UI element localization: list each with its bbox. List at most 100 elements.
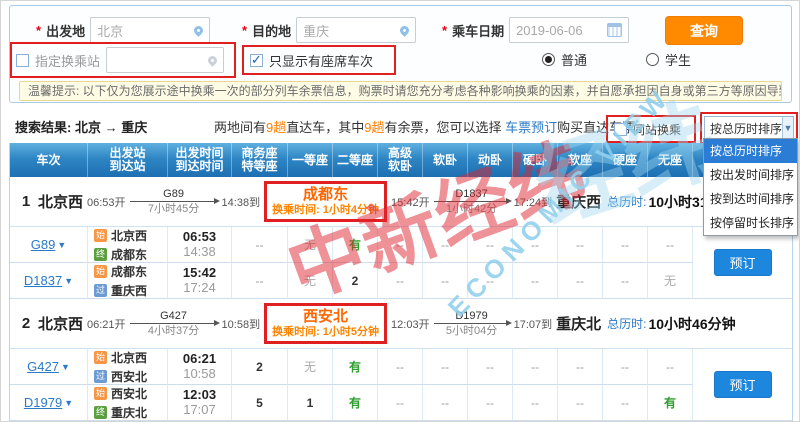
col-business: 商务座 特等座 [232,143,288,177]
leg2-depart-time: 12:03开 [391,318,430,331]
seat-cell: -- [648,227,693,263]
col-hard-sleeper: 硬卧 [513,143,558,177]
leg2-diagram: D1979 5小时04分 [433,310,512,337]
col-soft-seat: 软座 [558,143,603,177]
leg2-depart-time: 15:42开 [391,196,430,209]
total-duration-label: 总历时: [607,195,647,209]
col-times: 出发时间 到达时间 [168,143,232,177]
normal-radio-label: 普通 [561,53,588,68]
total-duration-value: 10小时46分钟 [648,315,736,332]
seat-cell: 无 [288,349,333,385]
train-link[interactable]: G427 [27,359,59,374]
seat-cell: 1 [288,385,333,421]
seat-cell: -- [468,227,513,263]
seat-cell: -- [468,263,513,299]
route-to: 重庆 [121,120,148,135]
transfer-station-input[interactable] [106,47,225,73]
from-station: 北京西 [111,228,148,243]
from-station: 北京西 [111,350,148,365]
chevron-down-icon[interactable]: ▼ [60,361,70,372]
required-asterisk: * [36,22,42,38]
ticket-booking-link[interactable]: 车票预订 [505,120,558,135]
route-from: 北京 [74,120,101,135]
available-train-count: 9趟 [364,120,385,135]
chevron-down-icon[interactable]: ▼ [57,239,67,250]
transfer-station-checkbox[interactable] [16,53,29,67]
ticket-type-student: 学生 [646,50,691,69]
seat-cell: -- [423,263,468,299]
times-cell: 06:21 10:58 [168,349,232,385]
seat-cell: -- [232,227,288,263]
train-link[interactable]: G89 [30,237,56,252]
departure-input[interactable]: 北京 [90,17,211,43]
sort-option[interactable]: 按停留时长排序 [710,216,795,230]
calendar-icon [607,23,623,37]
sort-select[interactable]: 按总历时排序 ▼ [704,116,794,140]
seat-cell: 2 [333,263,378,299]
leg2-duration: 5小时04分 [445,325,498,337]
destination-input[interactable]: 重庆 [296,17,417,43]
seat-cell: -- [378,349,423,385]
train-link[interactable]: D1837 [23,273,63,288]
chevron-down-icon[interactable]: ▼ [64,397,74,408]
from-station: 西安北 [111,386,148,401]
seat-cell: 无 [288,227,333,263]
pass-badge-icon: 过 [94,283,107,297]
leg1-arrive-time: 14:38到 [221,196,261,209]
train-link-cell: G89 ▼ [10,227,88,263]
date-field-group: * 乘车日期 2019-06-06 [442,17,630,43]
seat-cell: -- [603,263,648,299]
col-deluxe-sleeper: 高级 软卧 [378,143,423,177]
seat-cell: -- [513,263,558,299]
book-cell: 预订 [693,349,792,421]
train-link-cell: D1979 ▼ [10,385,88,421]
sort-option[interactable]: 按出发时间排序 [710,168,795,182]
arrive-time: 17:07 [183,402,216,417]
origin-badge-icon: 始 [94,350,107,364]
times-cell: 06:53 14:38 [168,227,232,263]
student-radio[interactable] [646,53,659,66]
train-link[interactable]: D1979 [23,395,63,410]
ticket-type-normal: 普通 [542,50,587,69]
chevron-down-icon[interactable]: ▼ [64,275,74,286]
arrive-time: 14:38 [183,244,216,259]
journey-summary-row: 1 北京西 06:53开 G89 7小时45分 14:38到 成都东 换乘时间:… [10,177,792,227]
seat-cell: -- [378,385,423,421]
book-button[interactable]: 预订 [713,249,772,276]
sort-option[interactable]: 按总历时排序 [704,139,797,163]
origin-badge-icon: 始 [94,228,107,242]
transfer-station-name: 成都东 [303,186,349,203]
seat-cell: 有 [333,385,378,421]
book-cell: 预订 [693,227,792,299]
leg2-duration: 1小时42分 [445,203,498,215]
normal-radio[interactable] [542,53,555,66]
col-no-seat: 无座 [648,143,693,177]
leg2-train-code: D1837 [455,188,488,200]
transfer-highlight-box: 西安北 换乘时间: 1小时5分钟 [264,303,388,344]
seat-cell: -- [232,263,288,299]
seat-cell: -- [423,385,468,421]
search-button[interactable]: 查询 [665,16,743,45]
journey-detail-rows: G427 ▼ 始北京西 过西安北 06:21 10:58 2 无 有 -- --… [10,349,792,421]
col-hard-seat: 硬座 [603,143,648,177]
stations-cell: 始北京西 过西安北 [88,349,168,385]
from-station: 成都东 [111,264,148,279]
times-cell: 15:42 17:24 [168,263,232,299]
transfer-results-table: 车次 出发站 到达站 出发时间 到达时间 商务座 特等座 一等座 二等座 高级 软卧 软… [9,143,793,421]
required-asterisk: * [242,22,248,38]
sort-option[interactable]: 按到达时间排序 [710,192,795,206]
depart-time: 12:03 [182,387,217,402]
route-arrow-icon: → [104,120,118,135]
book-button[interactable]: 预订 [713,371,772,398]
to-station: 重庆西 [111,283,148,298]
times-cell: 12:03 17:07 [168,385,232,421]
date-input[interactable]: 2019-06-06 [509,17,630,43]
departure-value: 北京 [97,23,124,39]
seats-only-checkbox[interactable] [250,52,263,68]
student-radio-label: 学生 [665,53,692,68]
leg1-diagram: G427 4小时37分 [129,310,220,337]
seat-cell: -- [603,227,648,263]
same-station-checkbox[interactable] [614,122,627,136]
seat-cell: 5 [232,385,288,421]
journey-summary-row: 2 北京西 06:21开 G427 4小时37分 10:58到 西安北 换乘时间… [10,299,792,349]
